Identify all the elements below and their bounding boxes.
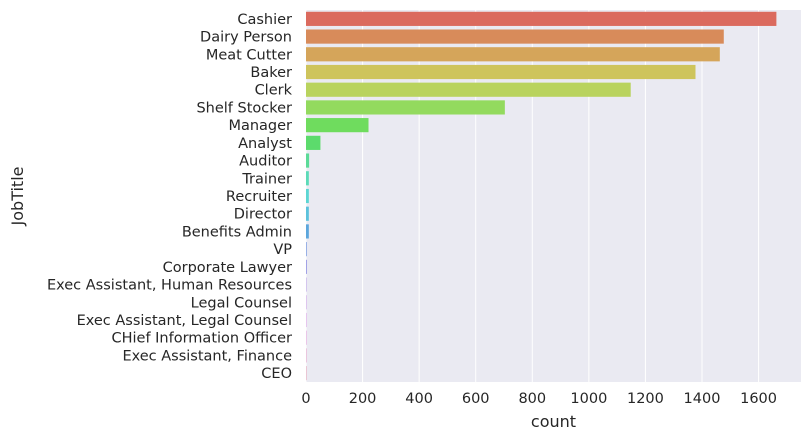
bar	[306, 47, 720, 61]
y-tick-label: Baker	[250, 65, 292, 81]
x-tick-labels: 0 200 400 600 800 1000 1200 1400 1600	[301, 391, 777, 407]
y-tick-label: Recruiter	[226, 189, 292, 205]
x-tick-label: 600	[462, 391, 490, 407]
bar	[306, 136, 320, 150]
y-tick-label: Manager	[228, 118, 292, 134]
bar	[306, 29, 724, 43]
y-tick-label: Director	[234, 207, 292, 223]
x-tick-label: 1600	[740, 391, 777, 407]
bar	[306, 171, 309, 185]
x-tick-label: 800	[518, 391, 546, 407]
y-tick-label: Legal Counsel	[191, 295, 292, 311]
x-axis-label: count	[531, 412, 576, 431]
y-tick-label: Exec Assistant, Legal Counsel	[77, 313, 292, 329]
y-tick-label: Dairy Person	[200, 30, 292, 46]
y-tick-label: Meat Cutter	[206, 47, 292, 63]
bar	[306, 65, 695, 79]
x-tick-label: 1400	[684, 391, 721, 407]
bar	[306, 83, 631, 97]
x-tick-label: 200	[349, 391, 377, 407]
y-tick-label: VP	[273, 242, 292, 258]
x-tick-label: 0	[301, 391, 310, 407]
bar	[306, 207, 309, 221]
y-tick-label: Analyst	[238, 136, 292, 152]
bar	[306, 189, 309, 203]
y-tick-label: Benefits Admin	[182, 224, 292, 240]
y-tick-label: Clerk	[255, 83, 293, 99]
y-tick-label: Cashier	[237, 12, 292, 28]
bar	[306, 260, 307, 274]
y-tick-label: CEO	[261, 366, 292, 382]
y-tick-label: Corporate Lawyer	[163, 260, 292, 276]
y-tick-label: Shelf Stocker	[196, 100, 292, 116]
bar	[306, 242, 307, 256]
bar	[306, 118, 369, 132]
y-tick-label: Exec Assistant, Finance	[122, 348, 292, 364]
x-tick-label: 1000	[570, 391, 607, 407]
y-tick-label: Exec Assistant, Human Resources	[47, 278, 292, 294]
x-tick-label: 1200	[627, 391, 664, 407]
x-tick-label: 400	[405, 391, 433, 407]
bar	[306, 224, 309, 238]
bar	[306, 12, 776, 26]
y-tick-label: Trainer	[241, 171, 292, 187]
y-tick-label: Auditor	[239, 154, 292, 170]
y-tick-label: CHief Information Officer	[111, 331, 292, 347]
y-axis-label: JobTitle	[8, 167, 27, 227]
bar	[306, 153, 309, 167]
bar	[306, 100, 505, 114]
